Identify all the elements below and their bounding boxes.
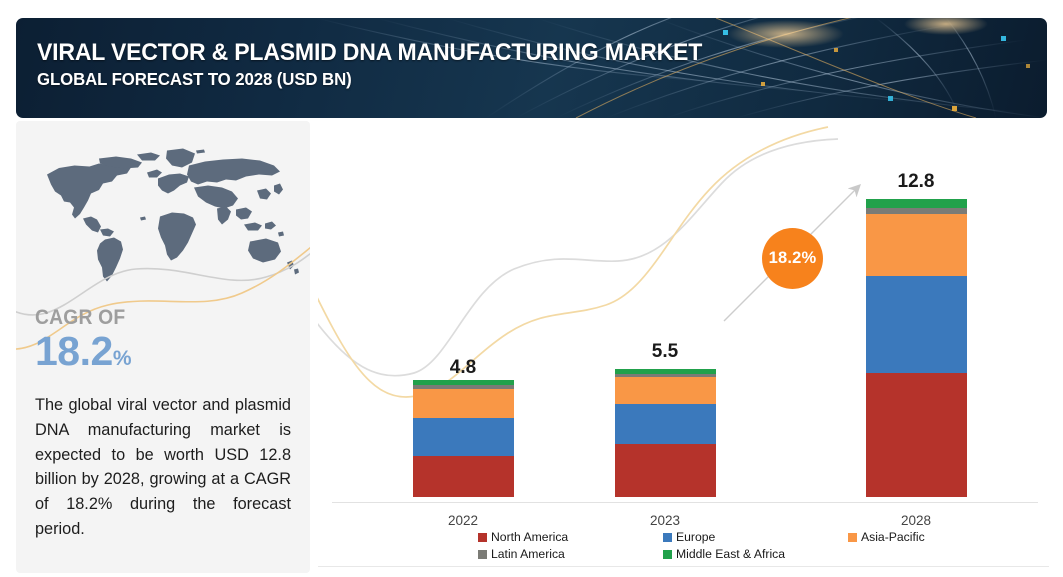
world-map-icon [24,141,304,296]
legend-item-asia-pacific[interactable]: Asia-Pacific [848,530,1028,544]
stacked-bar-chart: 18.2% 4.8 5.5 12.8 2022 2023 2028 North … [318,121,1049,573]
bar-2028[interactable] [866,198,967,497]
cagr-highlight: CAGR OF 18.2% [35,306,133,372]
legend-row-2: Latin America Middle East & Africa [478,547,1038,561]
bar-segment[interactable] [413,417,514,456]
cagr-label: CAGR OF [35,306,126,329]
header-text-block: VIRAL VECTOR & PLASMID DNA MANUFACTURING… [37,39,730,89]
chart-legend: North America Europe Asia-Pacific Latin … [478,530,1038,564]
legend-swatch-icon [478,532,487,542]
bar-2023[interactable] [615,369,716,497]
bar-segment[interactable] [615,373,716,378]
bar-total-label-2022: 4.8 [449,357,477,379]
legend-label: Middle East & Africa [676,547,786,561]
legend-item-europe[interactable]: Europe [663,530,848,544]
bar-segment[interactable] [866,275,967,373]
cagr-value: 18.2 [35,328,113,374]
bar-total-label-2028: 12.8 [897,171,935,192]
bar-total-label-2023: 5.5 [651,340,679,362]
legend-swatch-icon [848,532,857,542]
bar-segment[interactable] [413,388,514,418]
legend-item-middle-east-africa[interactable]: Middle East & Africa [663,547,848,561]
bar-segment[interactable] [866,198,967,208]
legend-swatch-icon [663,549,672,559]
legend-item-latin-america[interactable]: Latin America [478,547,663,561]
bar-segment[interactable] [866,213,967,276]
x-axis-tick-2022: 2022 [447,513,479,528]
header-decorative-lines [315,18,1047,118]
bottom-divider [318,566,1049,567]
legend-label: Asia-Pacific [861,530,925,544]
bar-segment[interactable] [866,207,967,214]
legend-swatch-icon [663,532,672,542]
bar-segment[interactable] [615,444,716,497]
x-axis-tick-2023: 2023 [649,513,681,528]
summary-paragraph: The global viral vector and plasmid DNA … [35,396,291,538]
bar-segment[interactable] [413,455,514,497]
bar-segment[interactable] [413,384,514,389]
bar-segment[interactable] [413,379,514,385]
legend-row-1: North America Europe Asia-Pacific [478,530,1038,544]
bar-segment[interactable] [615,377,716,405]
legend-label: Europe [676,530,716,544]
legend-label: Latin America [491,547,565,561]
legend-item-north-america[interactable]: North America [478,530,663,544]
bar-segment[interactable] [866,372,967,497]
legend-swatch-icon [478,549,487,559]
page-subtitle: GLOBAL FORECAST TO 2028 (USD BN) [37,68,352,89]
x-axis-tick-2028: 2028 [900,513,932,528]
header-banner: VIRAL VECTOR & PLASMID DNA MANUFACTURING… [16,18,1047,118]
summary-sidebar: CAGR OF 18.2% The global viral vector an… [16,121,310,573]
bar-segment[interactable] [615,404,716,445]
x-axis-line [332,502,1038,503]
bar-2022[interactable] [413,379,514,497]
cagr-value-wrap: 18.2% [35,331,133,372]
legend-label: North America [491,530,569,544]
page-title: VIRAL VECTOR & PLASMID DNA MANUFACTURING… [37,39,703,66]
cagr-bubble-badge: 18.2% [762,228,823,289]
cagr-percent-sign: % [112,347,132,370]
bar-segment[interactable] [615,369,716,374]
